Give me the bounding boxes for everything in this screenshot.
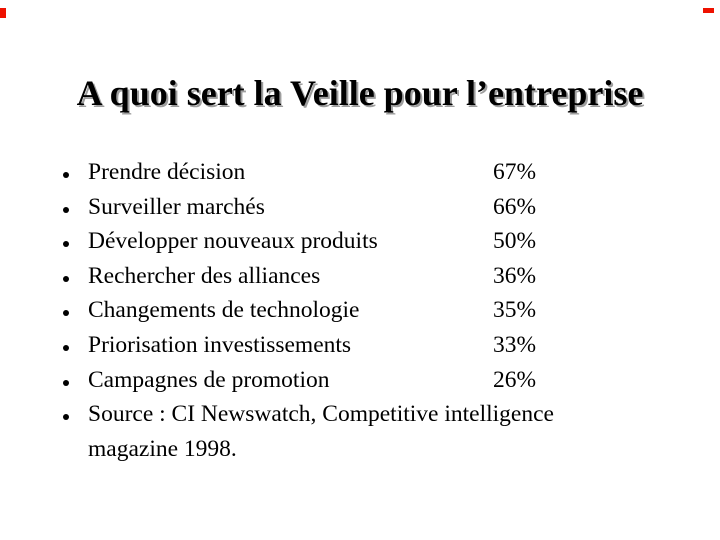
bullet-label: Surveiller marchés [88,193,265,220]
bullet-icon [63,172,69,178]
bullet-icon [63,241,69,248]
bullet-icon [63,206,69,213]
bullet-icon [63,275,69,282]
bullet-icon [63,379,69,386]
bullet-value: 50% [493,228,537,255]
list-item: Priorisation investissements 33% [0,328,720,363]
bullet-label: Priorisation investissements [88,331,352,358]
list-item: Campagnes de promotion 26% [0,363,720,398]
bullet-label: Changements de technologie [88,297,360,324]
bullet-list: Prendre décision 67% Surveiller marchés … [0,155,720,466]
bullet-label: Rechercher des alliances [88,262,321,289]
bullet-value: 36% [493,262,537,289]
list-item: Développer nouveaux produits 50% [0,224,720,259]
list-item-source: Source : CI Newswatch, Competitive intel… [0,397,720,466]
list-item: Prendre décision 67% [0,155,720,190]
source-line-1: Source : CI Newswatch, Competitive intel… [88,401,554,428]
bullet-label: Campagnes de promotion [88,366,330,393]
bullet-label: Prendre décision [88,159,246,185]
bullet-value: 26% [493,366,537,393]
bullet-value: 67% [493,159,537,185]
list-item: Surveiller marchés 66% [0,190,720,225]
list-item: Rechercher des alliances 36% [0,259,720,294]
bullet-label: Développer nouveaux produits [88,228,378,255]
list-item: Changements de technologie 35% [0,293,720,328]
bullet-icon [63,310,69,317]
bullet-value: 66% [493,193,537,220]
bullet-value: 33% [493,331,537,358]
red-corner-mark-right [703,8,714,13]
bullet-icon [63,414,69,421]
red-corner-mark-left [0,8,6,18]
bullet-value: 35% [493,297,537,324]
slide-title: A quoi sert la Veille pour l’entreprise [76,73,644,113]
source-line-2: magazine 1998. [88,435,237,462]
bullet-icon [63,344,69,351]
